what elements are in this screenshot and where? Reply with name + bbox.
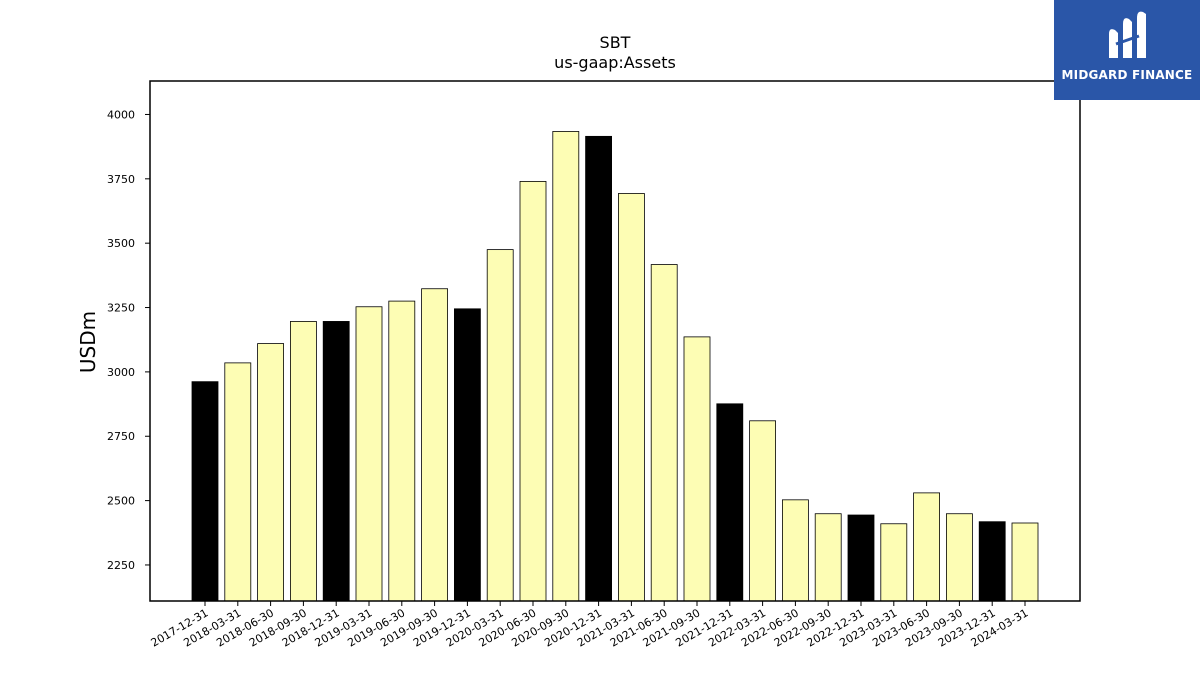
bar-2022-03-31	[749, 420, 776, 602]
bar-2021-03-31	[618, 193, 645, 602]
bar-2020-06-30	[519, 180, 547, 602]
bar-2018-03-31	[224, 362, 252, 602]
y-tick-label: 3000	[107, 366, 135, 379]
x-axis: 2017-12-312018-03-312018-06-302018-09-30…	[149, 601, 1031, 650]
bar-2019-06-30	[388, 300, 416, 602]
bar-2018-12-31	[322, 321, 350, 602]
bar-2023-09-30	[946, 513, 973, 602]
chart-title: SBT	[600, 33, 631, 52]
bars-group	[191, 131, 1039, 602]
y-tick-label: 3250	[107, 302, 135, 315]
y-axis: 2250 2500 2750 3000 3250 3500 3750 4000	[107, 108, 150, 572]
midgard-finance-logo: MIDGARD FINANCE	[1054, 0, 1200, 100]
bar-2017-12-31	[191, 381, 219, 602]
bar-2021-06-30	[650, 264, 678, 602]
bar-2022-06-30	[782, 499, 809, 602]
y-axis-label: USDm	[76, 311, 100, 373]
bar-2023-06-30	[913, 492, 940, 602]
logo-mark-icon	[1109, 11, 1146, 59]
bar-2023-12-31	[978, 521, 1006, 602]
y-tick-label: 4000	[107, 108, 135, 121]
bar-2020-03-31	[486, 249, 514, 602]
bar-2020-09-30	[552, 131, 580, 602]
bar-2020-12-31	[585, 135, 612, 602]
bar-2019-03-31	[355, 306, 383, 602]
logo-text: MIDGARD FINANCE	[1061, 68, 1193, 82]
y-tick-label: 2250	[107, 559, 135, 572]
bar-2018-09-30	[289, 321, 317, 602]
y-tick-label: 2500	[107, 495, 135, 508]
bar-2024-03-31	[1011, 522, 1039, 602]
bar-2023-03-31	[880, 523, 908, 602]
bar-2022-12-31	[847, 514, 875, 602]
bar-2021-12-31	[716, 403, 744, 602]
bar-2021-09-30	[683, 336, 711, 602]
y-tick-label: 2750	[107, 430, 135, 443]
chart-subtitle: us-gaap:Assets	[554, 53, 676, 72]
y-tick-label: 3750	[107, 173, 135, 186]
bar-2022-09-30	[814, 513, 842, 602]
plot-frame	[149, 80, 1081, 602]
bar-2019-12-31	[453, 308, 481, 602]
bar-2019-09-30	[421, 288, 449, 602]
bar-2018-06-30	[257, 343, 285, 602]
y-tick-label: 3500	[107, 237, 135, 250]
